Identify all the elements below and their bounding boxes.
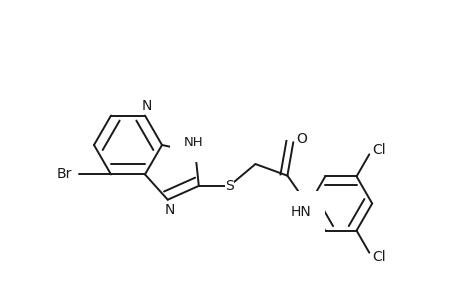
- Text: H
N: H N: [197, 128, 207, 156]
- Text: Br: Br: [57, 167, 72, 182]
- Text: Cl: Cl: [372, 250, 385, 264]
- Text: Cl: Cl: [372, 143, 385, 157]
- Text: N: N: [141, 99, 152, 112]
- Text: O: O: [295, 132, 306, 146]
- Text: S: S: [224, 179, 233, 193]
- Text: NH: NH: [183, 136, 202, 148]
- Text: HN: HN: [290, 205, 311, 218]
- Text: N: N: [164, 203, 174, 217]
